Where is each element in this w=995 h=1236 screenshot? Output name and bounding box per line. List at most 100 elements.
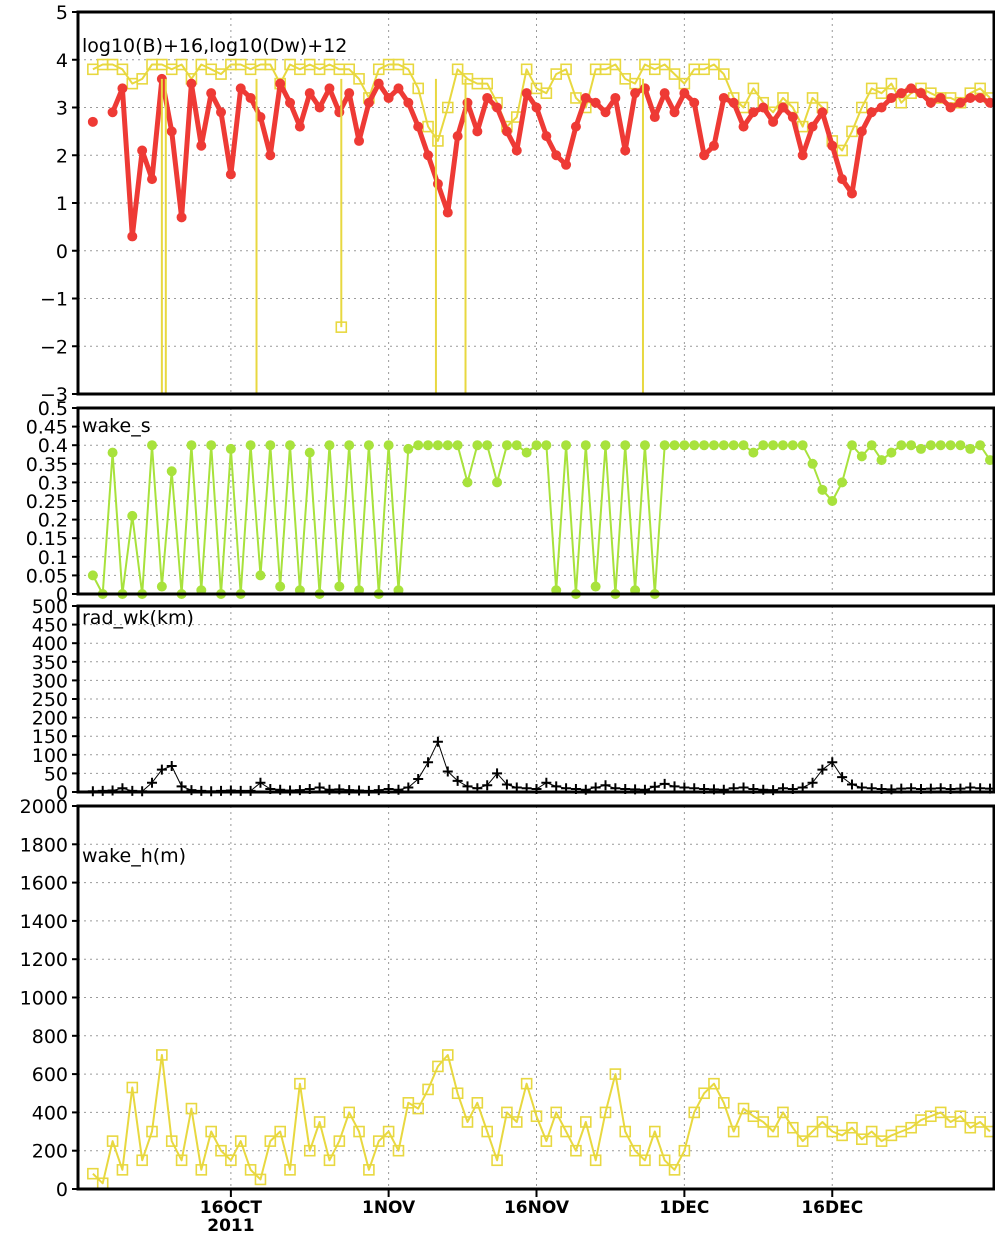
data-point: [255, 777, 266, 788]
data-point: [570, 121, 581, 132]
data-point: [383, 92, 394, 103]
data-point: [609, 1068, 622, 1080]
data-point: [787, 112, 798, 123]
data-point: [165, 1135, 178, 1147]
data-point: [137, 145, 148, 156]
data-point: [668, 1164, 681, 1176]
data-point: [540, 87, 553, 99]
data-point: [708, 140, 719, 151]
y-tick-label: 0.5: [38, 398, 68, 420]
data-point: [87, 570, 98, 581]
data-point: [925, 440, 936, 451]
data-point: [797, 440, 808, 451]
data-point: [768, 440, 779, 451]
data-point: [432, 135, 444, 147]
data-point: [344, 88, 355, 99]
data-point: [827, 140, 838, 151]
data-point: [442, 766, 453, 777]
data-point: [708, 1077, 720, 1090]
data-point: [945, 102, 956, 113]
data-point: [175, 58, 188, 71]
data-point: [955, 440, 966, 451]
data-point: [965, 92, 976, 103]
panel-2: 00.050.10.150.20.250.30.350.40.450.5 wake…: [26, 398, 995, 606]
data-point: [718, 92, 729, 103]
y-tick-label: 1800: [20, 834, 68, 856]
data-point: [244, 1164, 257, 1176]
data-point: [482, 440, 493, 451]
data-point: [806, 1125, 819, 1138]
data-point: [669, 781, 680, 792]
data-point: [807, 121, 818, 132]
data-point: [176, 781, 187, 792]
data-point: [797, 150, 808, 161]
y-tick-label: 500: [32, 596, 68, 618]
data-point: [768, 785, 779, 796]
data-point: [412, 1102, 424, 1115]
data-point: [718, 68, 730, 80]
data-point: [441, 101, 454, 114]
dropout-spikes: [160, 78, 644, 394]
data-point: [699, 440, 710, 451]
data-point: [403, 443, 414, 454]
data-point: [491, 1154, 503, 1167]
data-point: [757, 1116, 770, 1128]
panel-frame: [76, 604, 995, 794]
data-point: [225, 443, 236, 454]
data-point: [264, 1135, 277, 1147]
data-point: [313, 1116, 326, 1128]
data-point: [166, 466, 177, 477]
data-point: [284, 1164, 296, 1176]
data-point: [432, 178, 443, 189]
data-point: [876, 102, 887, 113]
data-point: [402, 63, 415, 76]
y-tick-label: 1: [56, 193, 68, 215]
y-tick-label: −2: [40, 336, 68, 358]
data-point: [787, 440, 798, 451]
data-point: [856, 126, 867, 137]
data-point: [561, 440, 572, 451]
y-tick-label: 1000: [20, 988, 68, 1010]
y-tick-label: 3: [56, 98, 68, 120]
data-point: [275, 581, 286, 592]
data-point: [560, 1125, 572, 1138]
x-year-label: 2011: [207, 1216, 254, 1236]
data-point: [205, 1125, 217, 1138]
data-point: [185, 1102, 198, 1115]
data-point: [688, 1106, 701, 1119]
panel-title: wake_h(m): [82, 845, 186, 867]
data-point: [492, 477, 503, 488]
data-point: [275, 78, 286, 89]
data-point: [699, 150, 710, 161]
x-axis: 16OCT 1NOV 16NOV 1DEC 16DEC: [200, 1189, 863, 1218]
data-point: [679, 440, 690, 451]
data-point: [580, 92, 591, 103]
data-point: [570, 1144, 582, 1157]
data-point: [619, 1125, 632, 1138]
data-point: [186, 440, 197, 451]
data-point: [353, 73, 365, 85]
y-tick-label: 5: [56, 2, 68, 24]
data-point: [462, 781, 473, 792]
data-point: [452, 775, 463, 786]
data-point: [344, 785, 355, 796]
data-point: [629, 1144, 641, 1157]
data-point: [471, 1097, 484, 1109]
data-point: [747, 82, 760, 95]
data-point: [324, 83, 335, 94]
data-point: [323, 1154, 336, 1167]
data-point: [343, 63, 355, 76]
data-point: [550, 1106, 563, 1119]
data-point: [176, 212, 187, 223]
data-point: [846, 779, 857, 790]
data-point: [334, 581, 345, 592]
data-point: [451, 63, 464, 76]
data-point: [738, 121, 749, 132]
data-point: [827, 757, 838, 768]
data-point: [945, 440, 956, 451]
y-tick-label: 1600: [20, 873, 68, 895]
series-1: [87, 736, 995, 797]
data-point: [965, 443, 976, 454]
data-point: [787, 1121, 799, 1134]
